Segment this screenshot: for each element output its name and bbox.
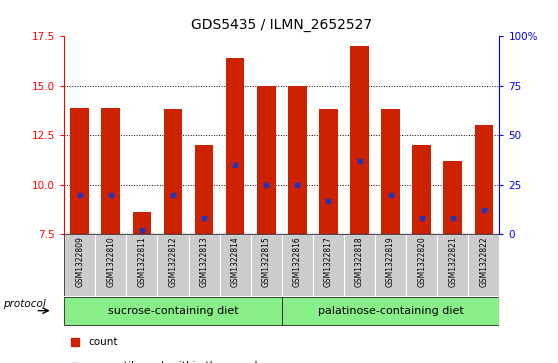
- Bar: [70, 107, 89, 234]
- Bar: [64, 297, 282, 325]
- Text: GSM1322812: GSM1322812: [169, 236, 177, 287]
- Bar: [474, 125, 493, 234]
- Bar: [157, 234, 189, 296]
- Text: GSM1322819: GSM1322819: [386, 236, 395, 287]
- Text: GSM1322810: GSM1322810: [107, 236, 116, 287]
- Bar: [133, 212, 151, 234]
- Text: GSM1322814: GSM1322814: [230, 236, 239, 287]
- Bar: [195, 145, 213, 234]
- Bar: [251, 234, 282, 296]
- Bar: [64, 234, 95, 296]
- Text: GSM1322813: GSM1322813: [200, 236, 209, 287]
- Text: GSM1322815: GSM1322815: [262, 236, 271, 287]
- Bar: [468, 234, 499, 296]
- Text: palatinose-containing diet: palatinose-containing diet: [318, 306, 464, 316]
- Bar: [163, 110, 182, 234]
- Text: GSM1322811: GSM1322811: [137, 236, 146, 287]
- Bar: [288, 86, 307, 234]
- Bar: [412, 145, 431, 234]
- Bar: [375, 234, 406, 296]
- Bar: [257, 86, 276, 234]
- Bar: [406, 234, 437, 296]
- Bar: [444, 161, 462, 234]
- Text: protocol: protocol: [3, 298, 46, 309]
- Text: sucrose-containing diet: sucrose-containing diet: [108, 306, 238, 316]
- Bar: [102, 107, 120, 234]
- Text: GSM1322809: GSM1322809: [75, 236, 84, 287]
- Bar: [282, 297, 499, 325]
- Text: GSM1322818: GSM1322818: [355, 236, 364, 287]
- Bar: [282, 234, 313, 296]
- Bar: [437, 234, 468, 296]
- Text: GSM1322821: GSM1322821: [448, 236, 457, 287]
- Text: GSM1322816: GSM1322816: [293, 236, 302, 287]
- Text: GSM1322822: GSM1322822: [479, 236, 488, 287]
- Text: count: count: [88, 337, 118, 347]
- Text: percentile rank within the sample: percentile rank within the sample: [88, 361, 264, 363]
- Bar: [226, 58, 244, 234]
- Bar: [220, 234, 251, 296]
- Bar: [313, 234, 344, 296]
- Text: GSM1322820: GSM1322820: [417, 236, 426, 287]
- Bar: [126, 234, 157, 296]
- Bar: [350, 46, 369, 234]
- Bar: [319, 110, 338, 234]
- Bar: [344, 234, 375, 296]
- Text: GSM1322817: GSM1322817: [324, 236, 333, 287]
- Bar: [189, 234, 220, 296]
- Title: GDS5435 / ILMN_2652527: GDS5435 / ILMN_2652527: [191, 19, 372, 33]
- Bar: [381, 110, 400, 234]
- Bar: [95, 234, 126, 296]
